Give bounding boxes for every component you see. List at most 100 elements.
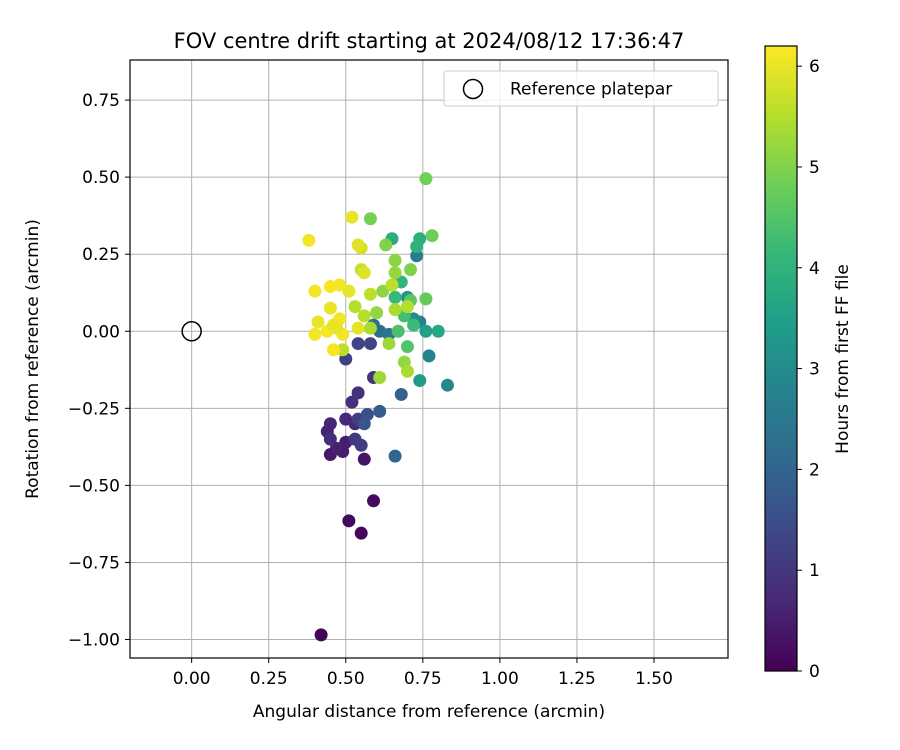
data-point-39 bbox=[431, 324, 445, 338]
y-tick-label-5: −0.50 bbox=[68, 476, 120, 496]
y-tick-label-4: −0.25 bbox=[68, 399, 120, 419]
data-point-44 bbox=[388, 290, 402, 304]
x-tick-label-2: 0.50 bbox=[327, 669, 365, 689]
y-tick-label-0: 0.75 bbox=[82, 91, 120, 111]
data-point-60 bbox=[382, 337, 396, 351]
data-point-58 bbox=[376, 284, 390, 298]
x-tick-label-6: 1.50 bbox=[635, 669, 673, 689]
data-point-34 bbox=[440, 378, 454, 392]
reference-platepar-marker bbox=[181, 321, 202, 342]
data-point-74 bbox=[351, 238, 365, 252]
data-point-64 bbox=[363, 321, 377, 335]
data-point-8 bbox=[330, 441, 344, 455]
data-point-53 bbox=[363, 212, 377, 226]
data-point-69 bbox=[363, 287, 377, 301]
data-point-0 bbox=[314, 628, 328, 642]
data-point-66 bbox=[388, 303, 402, 317]
colorbar-tick-label-0: 0 bbox=[809, 662, 820, 682]
plot-frame bbox=[129, 59, 729, 659]
data-point-3 bbox=[367, 494, 381, 508]
legend-label-reference-platepar: Reference platepar bbox=[510, 80, 672, 100]
colorbar-tick-label-6: 6 bbox=[809, 57, 820, 77]
data-point-14 bbox=[345, 395, 359, 409]
data-point-71 bbox=[336, 343, 350, 357]
colorbar-tick-label-5: 5 bbox=[809, 158, 820, 178]
data-point-56 bbox=[388, 266, 402, 280]
data-point-63 bbox=[373, 370, 387, 384]
legend: Reference platepar bbox=[443, 70, 719, 107]
data-point-47 bbox=[391, 324, 405, 338]
data-point-52 bbox=[419, 172, 433, 186]
data-point-26 bbox=[394, 387, 408, 401]
data-point-15 bbox=[351, 386, 365, 400]
data-point-79 bbox=[323, 280, 337, 294]
data-point-33 bbox=[422, 349, 436, 363]
colorbar-tick-label-2: 2 bbox=[809, 460, 820, 480]
data-point-1 bbox=[354, 526, 368, 540]
data-point-67 bbox=[400, 300, 414, 314]
y-tick-label-7: −1.00 bbox=[68, 631, 120, 651]
y-tick-label-6: −0.75 bbox=[68, 553, 120, 573]
data-point-57 bbox=[404, 263, 418, 277]
data-point-89 bbox=[330, 321, 344, 335]
legend-reference-icon bbox=[462, 78, 484, 100]
data-point-88 bbox=[326, 343, 340, 357]
x-axis-ticks: 0.00 0.25 0.50 0.75 1.00 1.25 1.50 bbox=[173, 658, 673, 689]
data-point-42 bbox=[410, 239, 424, 253]
colorbar-ticks: 0 1 2 3 4 5 6 bbox=[797, 57, 820, 682]
data-point-22 bbox=[363, 337, 377, 351]
data-point-54 bbox=[379, 238, 393, 252]
colorbar-tick-label-4: 4 bbox=[809, 259, 820, 279]
data-point-70 bbox=[348, 300, 362, 314]
colorbar-gradient bbox=[764, 45, 798, 672]
colorbar-tick-label-1: 1 bbox=[809, 561, 820, 581]
data-point-25 bbox=[373, 404, 387, 418]
data-point-21 bbox=[351, 337, 365, 351]
data-point-62 bbox=[400, 364, 414, 378]
data-point-2 bbox=[342, 514, 356, 528]
data-point-75 bbox=[345, 210, 359, 224]
data-point-91 bbox=[351, 321, 365, 335]
x-tick-label-5: 1.25 bbox=[558, 669, 596, 689]
y-tick-label-2: 0.25 bbox=[82, 245, 120, 265]
data-point-38 bbox=[419, 324, 433, 338]
data-point-68 bbox=[385, 278, 399, 292]
data-point-10 bbox=[323, 417, 337, 431]
data-point-59 bbox=[370, 306, 384, 320]
data-point-65 bbox=[357, 309, 371, 323]
colorbar: 0 1 2 3 4 5 6 Hours from first FF file bbox=[764, 45, 853, 682]
y-axis-label: Rotation from reference (arcmin) bbox=[23, 219, 43, 499]
data-point-84 bbox=[308, 327, 322, 341]
data-point-51 bbox=[425, 229, 439, 243]
data-point-13 bbox=[323, 432, 337, 446]
data-point-77 bbox=[342, 284, 356, 298]
data-point-18 bbox=[354, 438, 368, 452]
data-point-55 bbox=[388, 253, 402, 267]
data-point-27 bbox=[388, 449, 402, 463]
colorbar-tick-label-3: 3 bbox=[809, 360, 820, 380]
data-point-81 bbox=[323, 301, 337, 315]
y-tick-label-1: 0.50 bbox=[82, 168, 120, 188]
data-points bbox=[302, 172, 454, 642]
data-point-37 bbox=[413, 374, 427, 388]
x-tick-label-1: 0.25 bbox=[250, 669, 288, 689]
data-point-45 bbox=[407, 318, 421, 332]
chart-title: FOV centre drift starting at 2024/08/12 … bbox=[174, 29, 685, 53]
x-axis-label: Angular distance from reference (arcmin) bbox=[253, 702, 605, 722]
colorbar-label: Hours from first FF file bbox=[833, 264, 853, 454]
x-tick-label-3: 0.75 bbox=[404, 669, 442, 689]
x-tick-label-0: 0.00 bbox=[173, 669, 211, 689]
data-point-83 bbox=[311, 315, 325, 329]
data-point-80 bbox=[308, 284, 322, 298]
data-point-76 bbox=[302, 233, 316, 247]
data-point-90 bbox=[357, 266, 371, 280]
data-point-48 bbox=[400, 340, 414, 354]
data-point-4 bbox=[357, 452, 371, 466]
legend-box bbox=[443, 70, 719, 107]
y-axis-ticks: 0.75 0.50 0.25 0.00 −0.25 −0.50 −0.75 −1.00 bbox=[68, 91, 130, 651]
y-tick-label-3: 0.00 bbox=[82, 322, 120, 342]
data-point-31 bbox=[410, 249, 424, 263]
data-point-24 bbox=[357, 417, 371, 431]
